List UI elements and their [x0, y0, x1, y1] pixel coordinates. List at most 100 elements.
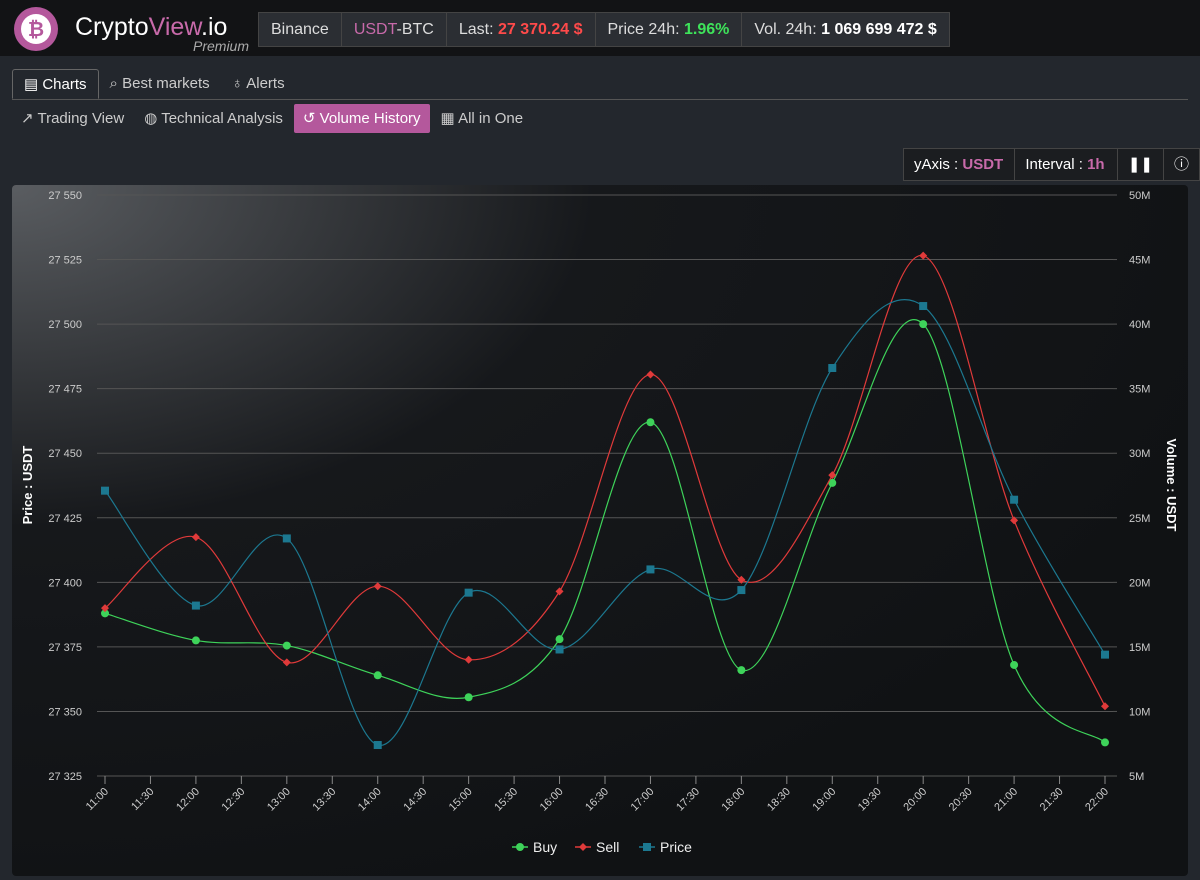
pair-quote: -BTC — [396, 21, 434, 38]
point — [101, 604, 109, 613]
brand-tail: .io — [201, 13, 228, 41]
legend-label: Buy — [533, 839, 557, 855]
brand-sub: Premium — [193, 38, 250, 54]
last-label: Last: — [458, 21, 494, 38]
y-tick-label: 27 550 — [48, 190, 82, 202]
point — [282, 658, 291, 667]
tab[interactable]: ⌕ Best markets — [109, 75, 210, 92]
legend-label: Sell — [596, 839, 619, 855]
point — [464, 693, 473, 702]
legend-item[interactable]: Buy — [512, 839, 557, 855]
subtab-label: Volume History — [319, 110, 421, 127]
y-tick-label: 27 350 — [48, 706, 82, 718]
point — [191, 601, 200, 610]
y2-tick-label: 50M — [1129, 190, 1150, 202]
chart: Price : USDT Volume : USDT 27 325 27 350 2… — [12, 185, 1188, 876]
legend-symbol — [643, 843, 651, 851]
logo[interactable]: ₿ — [14, 7, 58, 51]
y2-tick-label: 20M — [1129, 577, 1150, 589]
point — [737, 666, 746, 675]
yaxis-select[interactable]: yAxis : USDT ▾ — [904, 149, 1016, 204]
y-tick-label: 27 450 — [48, 448, 82, 460]
point — [646, 370, 655, 379]
point — [1010, 660, 1019, 669]
legend-label: Price — [660, 839, 692, 855]
subtab[interactable]: ◍ Technical Analysis — [144, 110, 283, 127]
point — [646, 565, 655, 574]
top-bar: ₿ CryptoView.io Premium Binance USDT-BTC… — [0, 0, 1200, 56]
point — [919, 302, 928, 311]
legend-symbol — [516, 843, 524, 851]
point — [737, 575, 746, 584]
pair[interactable]: USDT-BTC — [342, 13, 447, 46]
y-tick-label: 27 375 — [48, 642, 82, 654]
point — [373, 671, 382, 680]
y2-tick-label: 40M — [1129, 319, 1150, 331]
point — [555, 587, 564, 596]
subtab-label: Technical Analysis — [161, 110, 283, 127]
point — [828, 478, 837, 487]
last-value: 27 370.24 $ — [497, 21, 583, 38]
subtab[interactable]: ▦ All in One — [440, 110, 524, 127]
y-tick-label: 27 500 — [48, 319, 82, 331]
y2-tick-label: 45M — [1129, 255, 1150, 267]
point — [1101, 650, 1109, 659]
y-tick-label: 27 425 — [48, 513, 82, 525]
subtab[interactable]: ↺ Volume History — [293, 104, 430, 133]
point — [191, 636, 200, 645]
point — [464, 588, 473, 597]
brand-main: Crypto — [75, 13, 149, 41]
y-tick-label: 27 325 — [48, 771, 82, 783]
brand-accent: View — [148, 13, 201, 41]
change: Price 24h: 1.96% — [596, 13, 743, 46]
logo-icon: ₿ — [21, 14, 51, 44]
volume: Vol. 24h: 1 069 699 472 $ — [742, 13, 948, 46]
subtab-label: Trading View — [37, 110, 125, 127]
pause-button[interactable]: ❚❚ — [1118, 149, 1164, 180]
y2-tick-label: 5M — [1129, 771, 1144, 783]
tab-label: Alerts — [246, 75, 285, 92]
point — [555, 635, 564, 644]
subtab-label: All in One — [458, 110, 524, 127]
point — [1010, 516, 1019, 525]
y2-axis-title: Volume : USDT — [1164, 439, 1179, 532]
point — [919, 320, 928, 329]
change-label: Price 24h: — [607, 21, 680, 38]
series-line — [104, 299, 1106, 746]
point — [373, 741, 382, 750]
exchange[interactable]: Binance — [259, 13, 342, 46]
y-tick-label: 27 400 — [48, 577, 82, 589]
info-button[interactable]: ⓘ — [1173, 156, 1189, 173]
subtab[interactable]: ↗ Trading View — [21, 110, 125, 127]
point — [101, 486, 109, 495]
legend-item[interactable]: Sell — [575, 839, 619, 855]
interval-select[interactable]: Interval : 1h ▾ — [1015, 149, 1118, 204]
volume-label: Vol. 24h: — [754, 21, 817, 38]
interval-value: 1h — [1087, 156, 1105, 173]
point — [282, 534, 291, 543]
tab[interactable]: ♁ Alerts — [231, 75, 285, 92]
change-value: 1.96% — [684, 21, 730, 38]
subtabs: ↗ Trading View ◍ Technical Analysis ↺ Vo… — [12, 104, 534, 133]
y-axis-title: Price : USDT — [20, 446, 35, 525]
chart-background — [12, 185, 1188, 876]
point — [373, 582, 382, 591]
point — [1101, 702, 1109, 711]
series-line — [104, 319, 1106, 743]
y2-tick-label: 25M — [1129, 513, 1150, 525]
legend-symbol — [579, 843, 587, 851]
y2-tick-label: 30M — [1129, 448, 1150, 460]
tab[interactable]: ▤ Charts — [12, 69, 99, 99]
brand[interactable]: CryptoView.io — [75, 13, 227, 42]
pair-base: USDT — [353, 21, 397, 38]
point — [919, 251, 928, 260]
tab-label: Charts — [42, 76, 87, 93]
ticker: Binance USDT-BTC Last: 27 370.24 $ Price… — [258, 12, 950, 47]
point — [464, 655, 473, 664]
y2-tick-label: 35M — [1129, 384, 1150, 396]
point — [555, 645, 564, 654]
point — [828, 471, 837, 480]
legend-item[interactable]: Price — [639, 839, 692, 855]
volume-value: 1 069 699 472 $ — [821, 21, 937, 38]
point — [828, 364, 837, 373]
